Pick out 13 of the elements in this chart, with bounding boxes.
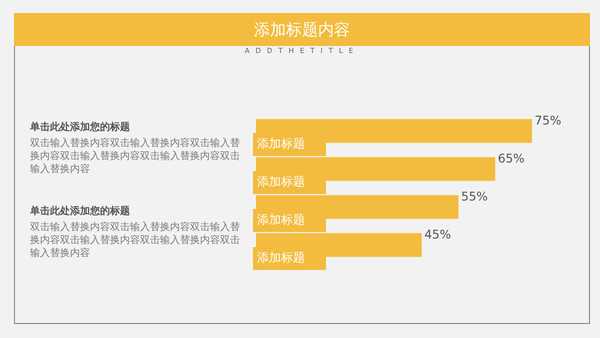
y-tick-label: 添加标题	[257, 250, 305, 265]
data-label: 45%	[424, 228, 452, 242]
text: 双击输入替换内容双击输入替换内容双击输入替换内容双击输入替换内容双击输入替换内容双击输入替换内容	[30, 137, 241, 176]
y-tick-label: 添加标题	[257, 174, 305, 189]
data-label: 55%	[461, 190, 488, 204]
data-label: 75%	[534, 114, 562, 128]
text: 双击输入替换内容双击输入替换内容双击输入替换内容双击输入替换内容双击输入替换内容双击输入替换内容	[30, 221, 241, 260]
data-label: 65%	[498, 152, 525, 166]
text: 单击此处添加您的标题	[30, 204, 131, 218]
y-tick-label: 添加标题	[257, 212, 305, 227]
text: 单击此处添加您的标题	[30, 120, 131, 134]
chart-title: 添加标题内容	[14, 13, 590, 46]
y-tick-label: 添加标题	[257, 136, 305, 151]
